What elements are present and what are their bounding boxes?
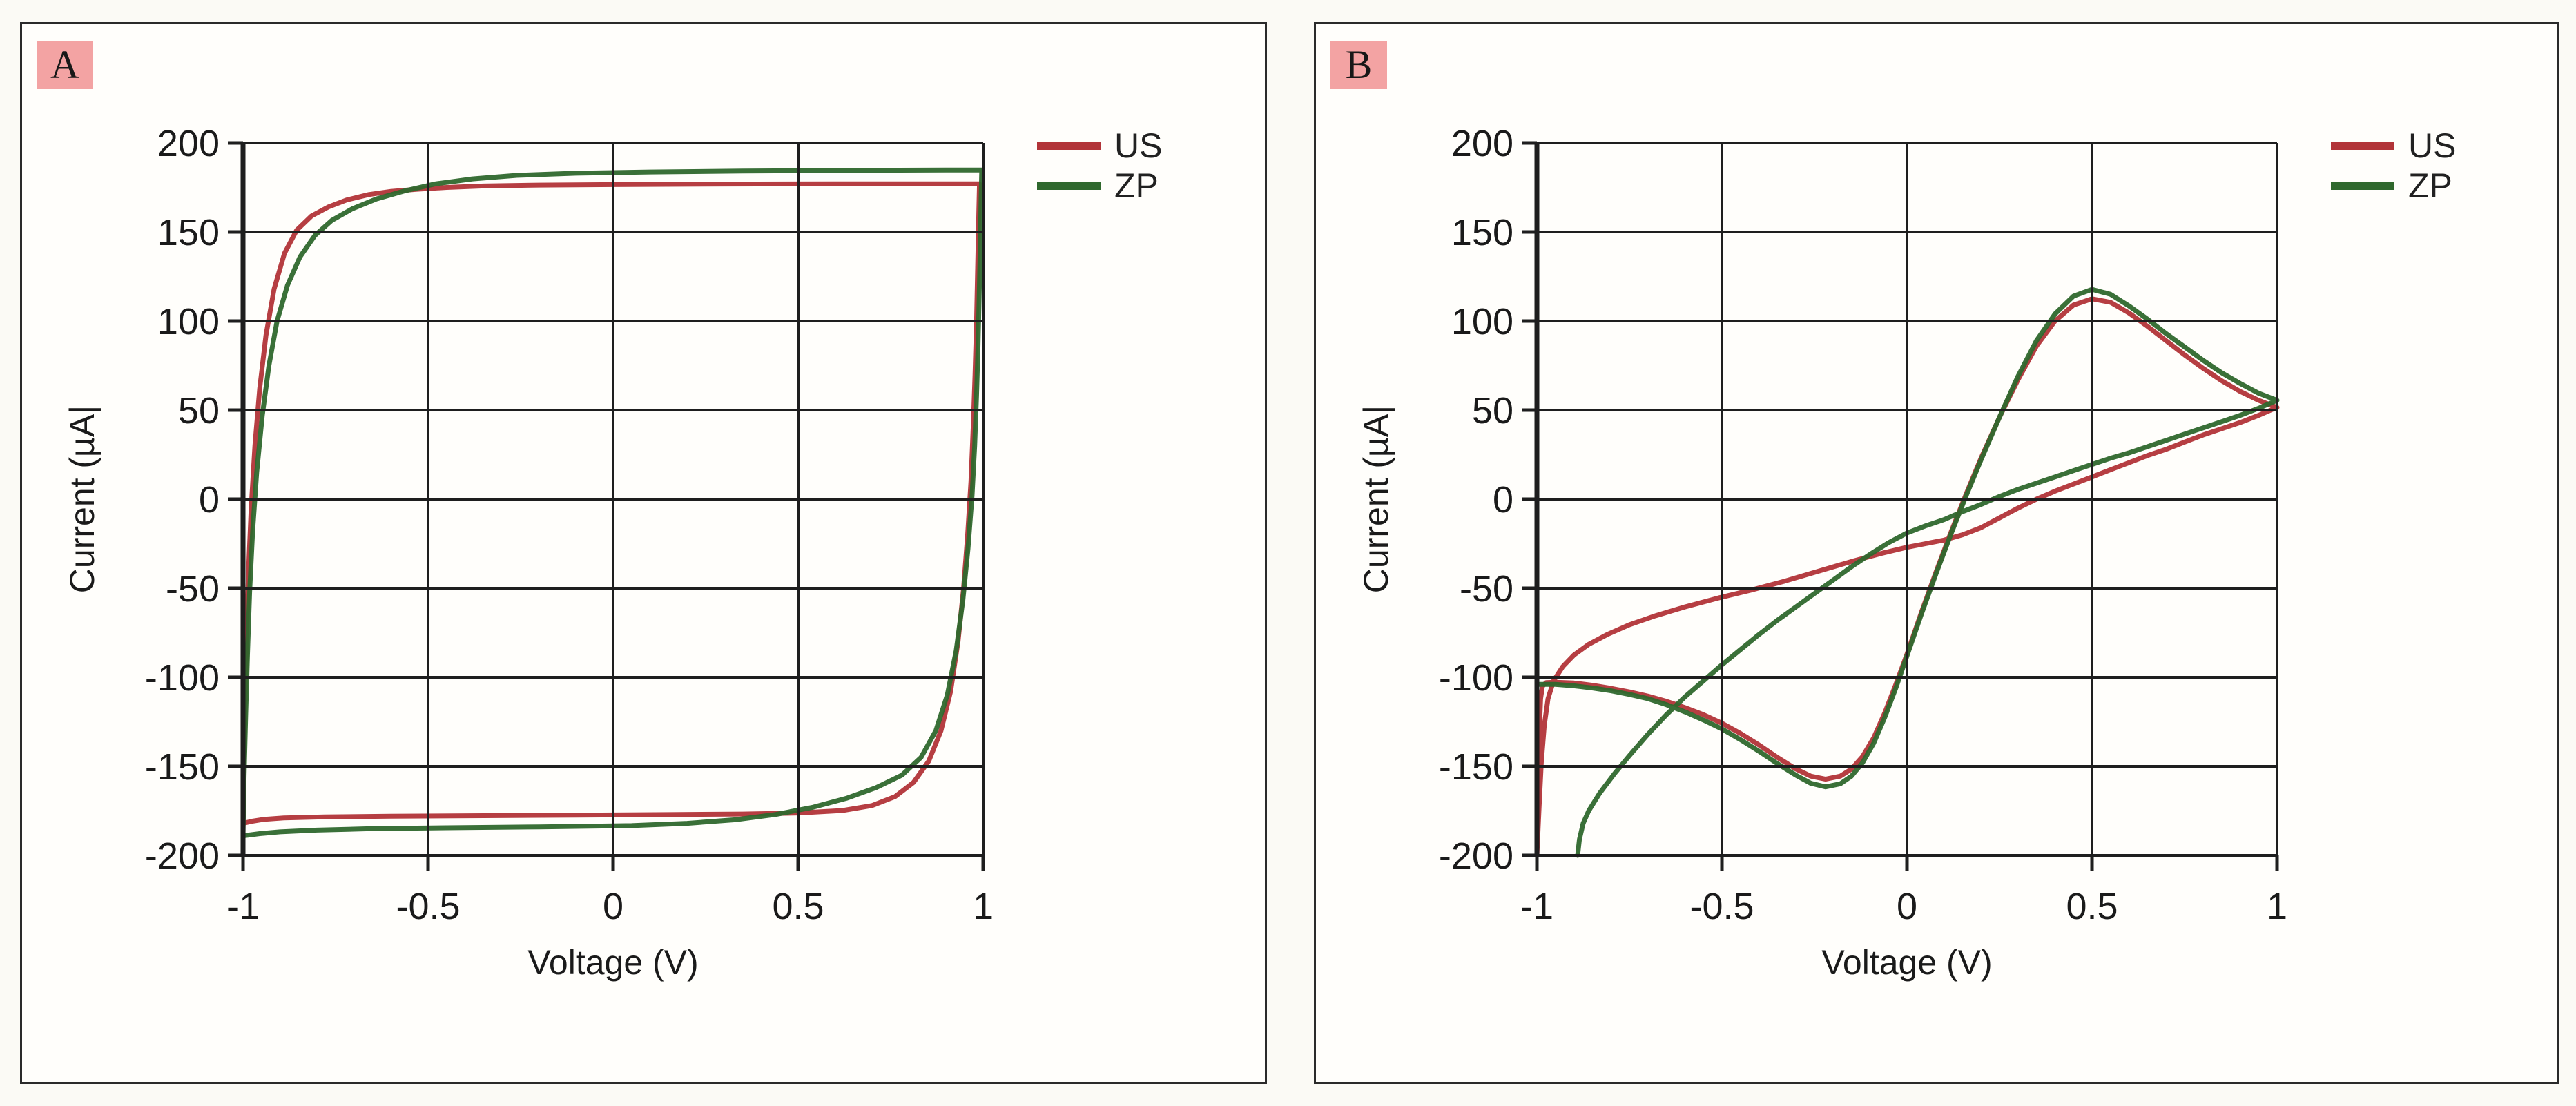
x-axis-title: Voltage (V): [1821, 943, 1992, 982]
x-tick-label: 0.5: [772, 886, 824, 927]
y-tick-label: 200: [157, 123, 220, 164]
y-axis-title: Current (µA|: [63, 405, 101, 593]
y-tick-label: -50: [1460, 568, 1513, 610]
panel-b-label: B: [1330, 41, 1387, 89]
x-tick-label: 0: [1897, 886, 1917, 927]
x-tick-label: 1: [973, 886, 994, 927]
legend-label-zp: ZP: [1114, 166, 1159, 205]
zp-curve: [240, 167, 985, 839]
legend-label-us: US: [1114, 126, 1162, 165]
y-tick-label: 50: [1472, 390, 1513, 431]
legend-label-us: US: [2408, 126, 2456, 165]
zp-curve: [1534, 287, 2280, 858]
y-tick-label: -50: [166, 568, 220, 610]
y-tick-label: 50: [178, 390, 220, 431]
y-tick-label: -100: [145, 657, 220, 699]
y-tick-label: 100: [157, 301, 220, 342]
x-tick-label: -1: [226, 886, 260, 927]
y-tick-label: -200: [1439, 835, 1513, 877]
us-curve: [240, 181, 982, 826]
y-tick-label: -150: [1439, 746, 1513, 788]
y-tick-label: 0: [199, 479, 220, 521]
x-tick-label: 1: [2267, 886, 2287, 927]
y-axis-title: Current (µA|: [1357, 405, 1395, 593]
cv-plot-b: 200 150 100 50 0 -50 -100 -150 -200-1 -0.5 0 0.5 1 Vo…: [1357, 123, 2456, 982]
us-curve: [1534, 296, 2280, 858]
y-tick-label: 200: [1451, 123, 1513, 164]
x-tick-label: 0.5: [2066, 886, 2118, 927]
y-tick-label: -150: [145, 746, 220, 788]
y-tick-label: -200: [145, 835, 220, 877]
y-tick-label: -100: [1439, 657, 1513, 699]
y-tick-label: 0: [1493, 479, 1513, 521]
y-tick-label: 150: [157, 212, 220, 253]
x-axis-title: Voltage (V): [527, 943, 698, 982]
y-tick-label: 100: [1451, 301, 1513, 342]
cv-plot-a: 200 150 100 50 0 -50 -100 -150 -200-1 -0.5 0 0.5 1 Vo…: [63, 123, 1162, 982]
panel-a: A 200 150 100 50 0 -50 -100 -150 -200 -1 -0.5 0 0.5 1…: [20, 22, 1267, 1084]
x-tick-label: -0.5: [396, 886, 460, 927]
x-tick-label: -0.5: [1689, 886, 1754, 927]
panel-b: B 200 150 100 50 0 -50 -100 -150 -200 -1 -0.5 0 0.5 1…: [1314, 22, 2559, 1084]
x-tick-label: 0: [603, 886, 623, 927]
legend-label-zp: ZP: [2408, 166, 2452, 205]
panel-a-label: A: [37, 41, 93, 89]
y-tick-label: 150: [1451, 212, 1513, 253]
x-tick-label: -1: [1520, 886, 1553, 927]
